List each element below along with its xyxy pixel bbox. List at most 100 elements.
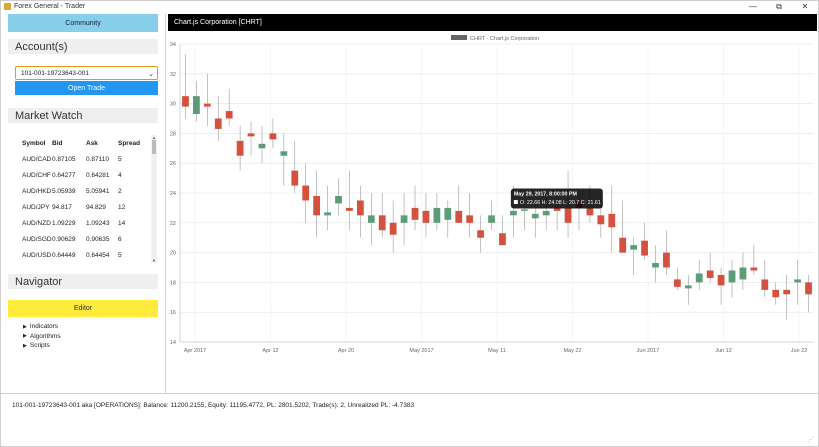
candle-body bbox=[236, 140, 244, 156]
bid-cell: 0.64277 bbox=[52, 171, 76, 179]
candle-body bbox=[280, 151, 288, 156]
candle-body bbox=[684, 285, 692, 289]
symbol-cell: AUD/JPY bbox=[22, 203, 50, 211]
ask-cell: 1.09243 bbox=[86, 219, 110, 227]
minimize-button[interactable]: — bbox=[749, 2, 757, 11]
x-tick-label: May 11 bbox=[488, 348, 506, 354]
candle-body bbox=[269, 133, 277, 140]
market-watch-heading: Market Watch bbox=[8, 108, 158, 123]
candle-body bbox=[378, 215, 386, 231]
account-status-text: 101-001-19723643-001 aka [OPERATIONS]: B… bbox=[12, 402, 415, 409]
market-watch-table: Symbol Bid Ask Spread AUD/CAD 0.87105 0.… bbox=[15, 135, 152, 263]
candle-body bbox=[652, 263, 659, 268]
symbol-cell: AUD/CHF bbox=[22, 171, 51, 179]
candle-body bbox=[335, 195, 342, 204]
tooltip-date: May 29, 2017, 8:00:00 PM bbox=[514, 192, 578, 198]
candle-body bbox=[225, 111, 233, 119]
close-button[interactable]: ✕ bbox=[801, 2, 809, 11]
symbol-cell: AUD/CAD bbox=[22, 155, 52, 163]
candle-body bbox=[619, 237, 627, 253]
bid-cell: 0.90629 bbox=[52, 235, 76, 243]
y-tick-label: 34 bbox=[170, 42, 176, 48]
table-row[interactable]: AUD/USD 0.64449 0.64454 5 bbox=[15, 247, 152, 263]
bid-cell: 0.87105 bbox=[52, 155, 76, 163]
scroll-up-icon[interactable]: ▲ bbox=[152, 135, 156, 140]
editor-button[interactable]: Editor bbox=[8, 300, 158, 317]
ask-cell: 0.90635 bbox=[86, 235, 110, 243]
scroll-down-icon[interactable]: ▼ bbox=[152, 258, 156, 263]
candle-body bbox=[531, 213, 539, 219]
column-header-ask: Ask bbox=[86, 139, 98, 147]
spread-cell: 5 bbox=[118, 155, 122, 163]
y-tick-label: 28 bbox=[170, 131, 176, 137]
candle-body bbox=[411, 207, 419, 220]
x-tick-label: Apr 12 bbox=[262, 348, 278, 354]
candle-body bbox=[597, 215, 605, 225]
chart-panel: Chart.js Corporation [CHRT] 14 16 18 20 22 24… bbox=[165, 14, 819, 394]
candlestick-chart[interactable]: 14 16 18 20 22 24 26 28 30 32 34 Apr 2017 Apr 12 Apr … bbox=[166, 32, 819, 394]
y-tick-label: 14 bbox=[170, 340, 176, 346]
tooltip-values: O: 22.66 H: 24.08 L: 20.7 C: 21.61 bbox=[520, 200, 601, 206]
y-tick-label: 18 bbox=[170, 280, 176, 286]
tree-item-algorithms[interactable]: ▶ Algorithms bbox=[23, 332, 61, 342]
y-tick-label: 24 bbox=[170, 191, 176, 197]
resize-grip-icon[interactable]: ⋰ bbox=[807, 437, 814, 444]
candle-body bbox=[313, 195, 321, 216]
navigator-tree: ▶ Indicators ▶ Algorithms ▶ Scripts bbox=[23, 322, 61, 351]
candle-body bbox=[673, 279, 681, 287]
y-tick-label: 20 bbox=[170, 251, 176, 257]
y-tick-label: 30 bbox=[170, 102, 176, 108]
candle-body bbox=[400, 215, 408, 223]
ask-cell: 5.05941 bbox=[86, 187, 110, 195]
title-bar: Forex General - Trader — ⧉ ✕ bbox=[1, 1, 818, 12]
candle-body bbox=[247, 133, 255, 137]
scrollbar-thumb[interactable] bbox=[152, 140, 156, 154]
expand-arrow-icon: ▶ bbox=[23, 323, 27, 330]
open-trade-button[interactable]: Open Trade bbox=[15, 81, 158, 95]
x-tick-label: Jun 22 bbox=[791, 348, 808, 354]
tree-item-indicators[interactable]: ▶ Indicators bbox=[23, 322, 61, 332]
symbol-cell: AUD/SGD bbox=[22, 235, 52, 243]
spread-cell: 6 bbox=[118, 235, 122, 243]
window-title: Forex General - Trader bbox=[14, 3, 86, 10]
table-row[interactable]: AUD/SGD 0.90629 0.90635 6 bbox=[15, 231, 152, 247]
ask-cell: 0.87110 bbox=[86, 155, 110, 163]
candle-body bbox=[805, 282, 812, 295]
candle-body bbox=[499, 233, 506, 246]
spread-cell: 5 bbox=[118, 251, 122, 259]
tree-item-scripts[interactable]: ▶ Scripts bbox=[23, 341, 61, 351]
tooltip-swatch bbox=[513, 200, 518, 205]
chevron-down-icon: ⌄ bbox=[148, 71, 154, 78]
account-select[interactable]: 101-001-19723643-001 ⌄ bbox=[15, 66, 158, 80]
bid-cell: 5.05939 bbox=[52, 187, 76, 195]
candle-body bbox=[182, 96, 189, 107]
community-button[interactable]: Community bbox=[8, 14, 158, 32]
spread-cell: 12 bbox=[118, 203, 126, 211]
candle-body bbox=[324, 212, 331, 216]
candle-body bbox=[608, 213, 616, 228]
candle-body bbox=[356, 200, 364, 216]
market-watch-scrollbar[interactable]: ▲ ▼ bbox=[151, 135, 157, 263]
spread-cell: 2 bbox=[118, 187, 122, 195]
table-row[interactable]: AUD/JPY 94.817 94.829 12 bbox=[15, 199, 152, 215]
candle-body bbox=[422, 210, 430, 223]
candle-body bbox=[488, 215, 495, 223]
candle-body bbox=[433, 207, 441, 223]
maximize-button[interactable]: ⧉ bbox=[776, 1, 782, 11]
candle-body bbox=[728, 270, 736, 283]
candle-body bbox=[564, 207, 572, 223]
table-header-row: Symbol Bid Ask Spread bbox=[15, 135, 152, 151]
candle-body bbox=[258, 143, 266, 149]
candle-body bbox=[520, 209, 528, 211]
y-tick-label: 22 bbox=[170, 221, 176, 227]
table-row[interactable]: AUD/CHF 0.64277 0.64281 4 bbox=[15, 167, 152, 183]
table-row[interactable]: AUD/HKD 5.05939 5.05941 2 bbox=[15, 183, 152, 199]
bid-cell: 94.817 bbox=[52, 203, 72, 211]
candle-body bbox=[761, 279, 769, 290]
table-row[interactable]: AUD/CAD 0.87105 0.87110 5 bbox=[15, 151, 152, 167]
x-tick-label: May 22 bbox=[563, 348, 581, 354]
table-row[interactable]: AUD/NZD 1.09229 1.09243 14 bbox=[15, 215, 152, 231]
candle-body bbox=[641, 240, 648, 256]
chart-header: Chart.js Corporation [CHRT] bbox=[168, 14, 817, 31]
